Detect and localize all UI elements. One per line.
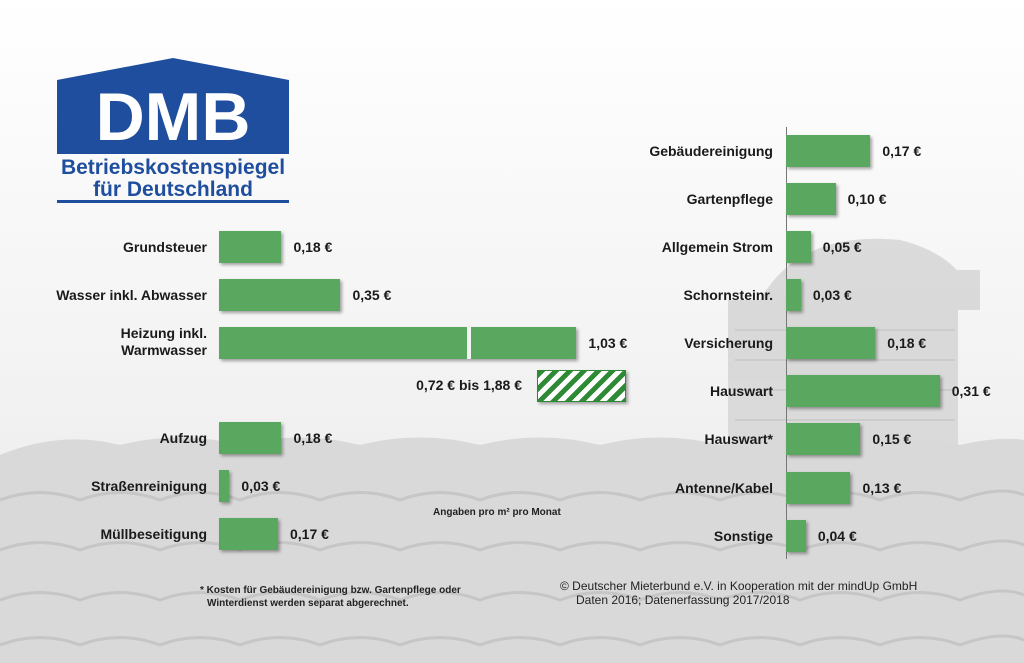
dmb-logo: DMB Betriebskostenspiegel für Deutschlan…	[57, 58, 289, 203]
category-label: Müllbeseitigung	[100, 526, 207, 542]
logo-underline	[57, 200, 289, 203]
category-label: Aufzug	[159, 430, 207, 446]
value-label: 0,05 €	[822, 239, 862, 255]
logo-acronym: DMB	[96, 79, 251, 155]
category-label: Wasser inkl. Abwasser	[56, 287, 207, 303]
category-label: Gebäudereinigung	[649, 143, 773, 159]
category-label: Hauswart*	[704, 431, 773, 447]
value-label: 0,04 €	[817, 528, 857, 544]
category-label: Sonstige	[713, 528, 773, 544]
category-label: Grundsteuer	[122, 239, 207, 255]
bar-2	[219, 327, 577, 359]
category-label: Versicherung	[684, 335, 773, 351]
category-label: Antenne/Kabel	[674, 480, 773, 496]
value-label: 0,17 €	[289, 526, 329, 542]
range-bar	[537, 370, 626, 402]
logo-house-shape	[57, 58, 289, 154]
category-label: Hauswart	[709, 383, 773, 399]
bar-4	[219, 470, 230, 502]
bar-0	[786, 135, 871, 167]
range-label: 0,72 € bis 1,88 €	[416, 377, 522, 393]
logo-line-2: für Deutschland	[93, 178, 253, 201]
bar-8	[786, 520, 806, 552]
source-credit: © Deutscher Mieterbund e.V. in Kooperati…	[560, 579, 917, 607]
footnote-line-1: * Kosten für Gebäudereinigung bzw. Garte…	[200, 585, 461, 596]
bar-6	[786, 423, 861, 455]
bar-4	[786, 327, 876, 359]
source-line-2: Daten 2016; Datenerfassung 2017/2018	[576, 593, 790, 607]
value-label: 1,03 €	[588, 335, 628, 351]
range-min-marker	[466, 327, 471, 359]
bar-0	[219, 231, 282, 263]
value-label: 0,35 €	[352, 287, 392, 303]
bar-3	[786, 279, 801, 311]
value-label: 0,18 €	[887, 335, 927, 351]
category-label: Gartenpflege	[686, 191, 773, 207]
category-label: Allgemein Strom	[661, 239, 773, 255]
bar-3	[219, 422, 282, 454]
value-label: 0,10 €	[847, 191, 887, 207]
value-label: 0,18 €	[293, 239, 333, 255]
bar-2	[786, 231, 811, 263]
footnote: * Kosten für Gebäudereinigung bzw. Garte…	[200, 584, 461, 610]
category-label: Schornsteinr.	[683, 287, 773, 303]
bar-7	[786, 472, 851, 504]
value-label: 0,03 €	[241, 478, 281, 494]
value-label: 0,15 €	[872, 431, 912, 447]
footnote-line-2: Winterdienst werden separat abgerechnet.	[207, 598, 409, 609]
unit-note: Angaben pro m² pro Monat	[433, 507, 561, 518]
bar-1	[786, 183, 836, 215]
source-line-1: © Deutscher Mieterbund e.V. in Kooperati…	[560, 579, 918, 593]
category-label: Heizung inkl. Warmwasser	[120, 325, 207, 358]
value-label: 0,31 €	[951, 383, 991, 399]
bar-5	[786, 375, 940, 407]
value-label: 0,03 €	[812, 287, 852, 303]
value-label: 0,18 €	[293, 430, 333, 446]
bar-1	[219, 279, 341, 311]
value-label: 0,17 €	[882, 143, 922, 159]
value-label: 0,13 €	[862, 480, 902, 496]
category-label: Straßenreinigung	[91, 478, 207, 494]
logo-line-1: Betriebskostenspiegel	[61, 156, 285, 179]
bar-5	[219, 518, 278, 550]
